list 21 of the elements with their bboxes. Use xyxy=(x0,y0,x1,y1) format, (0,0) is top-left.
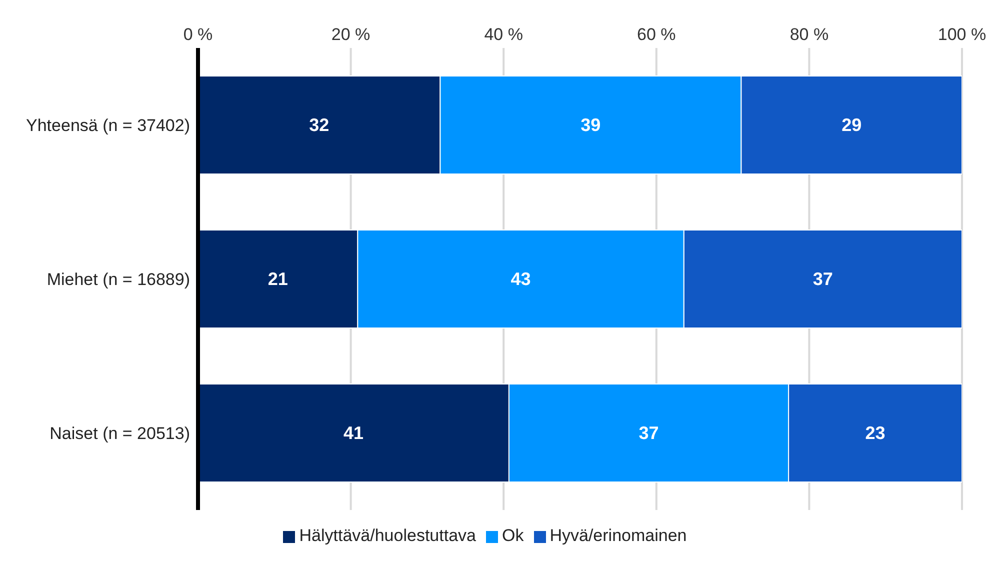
data-label: 39 xyxy=(580,115,601,135)
x-tick-label: 20 % xyxy=(331,25,370,44)
data-label: 43 xyxy=(510,269,531,289)
x-tick-label: 100 % xyxy=(938,25,986,44)
legend-label: Ok xyxy=(502,526,524,545)
y-tick-label: Naiset (n = 20513) xyxy=(50,424,190,444)
y-tick-label: Miehet (n = 16889) xyxy=(46,270,190,290)
y-tick-label: Yhteensä (n = 37402) xyxy=(26,116,190,136)
data-label: 32 xyxy=(309,115,330,135)
data-label: 41 xyxy=(343,423,364,443)
x-tick-label: 0 % xyxy=(183,25,213,44)
data-label: 21 xyxy=(268,269,288,289)
data-label: 37 xyxy=(638,423,659,443)
x-tick-label: 80 % xyxy=(790,25,829,44)
legend-label: Hyvä/erinomainen xyxy=(550,526,687,545)
data-label: 23 xyxy=(865,423,886,443)
legend-label: Hälyttävä/huolestuttava xyxy=(299,526,476,545)
x-tick-label: 60 % xyxy=(637,25,676,44)
data-label: 37 xyxy=(812,269,833,289)
x-tick-label: 40 % xyxy=(484,25,523,44)
data-label: 29 xyxy=(842,115,862,135)
